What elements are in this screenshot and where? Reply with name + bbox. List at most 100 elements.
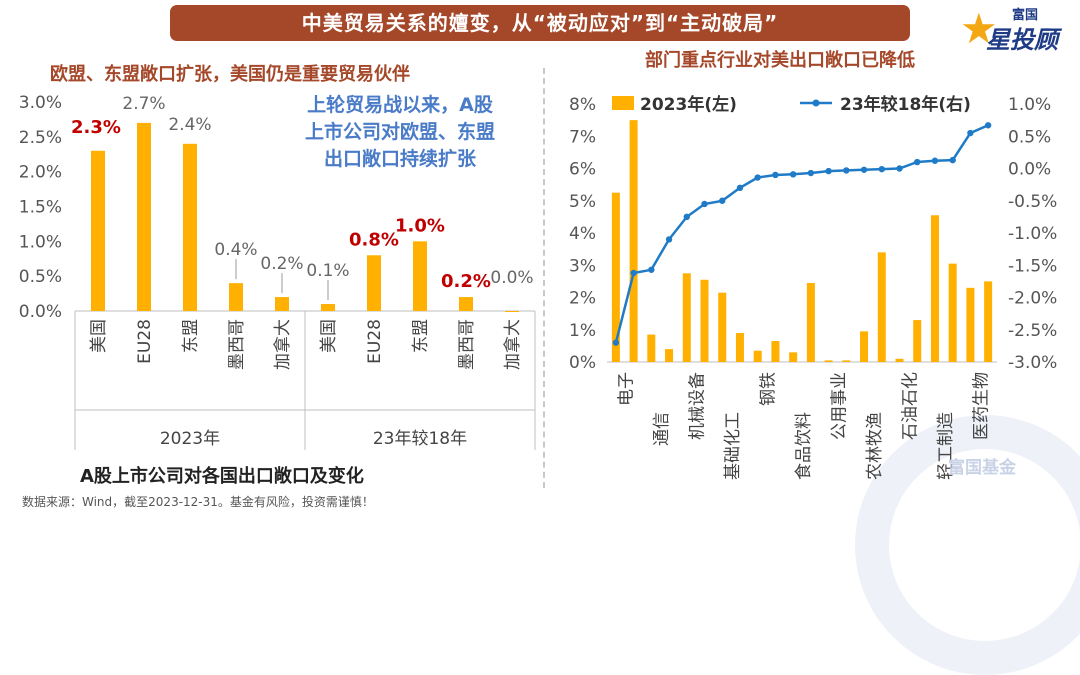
right-bar <box>629 120 638 362</box>
left-y-tick: 2.0% <box>19 163 62 183</box>
right-y-right-tick: -2.5% <box>1008 321 1057 341</box>
right-line-point <box>665 236 673 243</box>
right-bar <box>930 215 939 362</box>
logo-big-text: 星投顾 <box>986 26 1058 54</box>
left-y-tick: 3.0% <box>19 93 62 113</box>
right-category-label: 基础化工 <box>723 412 743 480</box>
right-line-point <box>719 197 726 204</box>
right-line-point <box>984 122 992 129</box>
right-line-point <box>648 266 655 273</box>
right-y-left-tick: 5% <box>569 192 596 212</box>
right-line-point <box>967 129 974 137</box>
left-data-label: 0.2% <box>260 254 303 274</box>
right-bar <box>700 279 709 362</box>
right-category-label: 食品饮料 <box>794 412 814 480</box>
left-group-label: 23年较18年 <box>373 429 467 449</box>
right-bar <box>647 334 656 362</box>
right-bar <box>789 352 798 362</box>
left-bar <box>137 122 151 312</box>
right-bar <box>966 287 975 362</box>
left-category-label: 墨西哥 <box>227 319 247 370</box>
right-y-left-tick: 2% <box>569 289 596 309</box>
legend-bar-swatch <box>612 96 634 110</box>
left-y-tick: 0.5% <box>19 267 62 287</box>
left-chart-caption: A股上市公司对各国出口敞口及变化 <box>80 466 364 487</box>
right-y-left-tick: 3% <box>569 256 596 276</box>
left-data-label: 0.8% <box>349 229 399 250</box>
right-y-left-tick: 7% <box>569 127 596 147</box>
note-line: 上市公司对欧盟、东盟 <box>304 121 495 143</box>
right-bar <box>665 349 674 362</box>
right-y-right-tick: -1.0% <box>1008 224 1057 244</box>
page-banner: 中美贸易关系的嬗变，从“被动应对”到“主动破局” <box>170 5 910 41</box>
right-y-left-tick: 1% <box>569 321 596 341</box>
right-y-right-tick: -2.0% <box>1008 289 1057 309</box>
left-bar <box>229 283 243 311</box>
right-category-label: 农林牧渔 <box>865 412 885 480</box>
left-category-label: 东盟 <box>181 319 201 353</box>
right-bar <box>842 360 851 362</box>
left-category-label: 加拿大 <box>272 319 293 370</box>
right-bar <box>895 358 904 362</box>
right-bar <box>611 192 620 362</box>
right-line-point <box>772 171 779 179</box>
left-category-label: 加拿大 <box>502 319 523 370</box>
left-category-label: 墨西哥 <box>457 319 477 370</box>
left-category-label: 美国 <box>319 319 339 353</box>
right-chart-title: 部门重点行业对美出口敞口已降低 <box>645 50 915 71</box>
right-y-left-tick: 6% <box>569 160 596 180</box>
annotation-note: 上轮贸易战以来，A股 上市公司对欧盟、东盟 出口敞口持续扩张 <box>250 92 550 173</box>
right-y-right-tick: -3.0% <box>1008 353 1057 373</box>
left-category-label: 美国 <box>89 319 109 353</box>
right-category-label: 通信 <box>652 412 672 446</box>
right-line-point <box>701 200 708 208</box>
right-bar <box>682 273 691 362</box>
left-data-label: 0.0% <box>490 268 533 288</box>
right-y-left-tick: 4% <box>569 224 596 244</box>
right-line-point <box>754 174 761 181</box>
left-data-label: 0.2% <box>441 271 491 292</box>
brand-logo: ★ 富国 星投顾 <box>952 2 1072 62</box>
watermark-text: 富国基金 <box>948 458 1016 478</box>
left-data-label: 2.4% <box>168 115 211 135</box>
legend-line-marker <box>812 99 820 107</box>
left-data-label: 1.0% <box>395 215 445 236</box>
left-group-label: 2023年 <box>160 429 220 449</box>
left-bar <box>505 311 519 312</box>
right-y-right-tick: 0.0% <box>1008 160 1051 180</box>
right-y-right-tick: -0.5% <box>1008 192 1057 212</box>
right-category-label: 石油石化 <box>900 372 920 440</box>
legend-bar-label: 2023年(左) <box>640 94 737 115</box>
right-line-point <box>807 169 815 177</box>
left-bar <box>275 297 289 311</box>
left-data-label: 0.4% <box>214 240 257 260</box>
right-line-point <box>612 339 620 346</box>
right-line-point <box>931 157 939 164</box>
left-data-label: 2.7% <box>122 94 165 114</box>
note-line: 上轮贸易战以来，A股 <box>307 94 493 116</box>
right-line-point <box>949 156 956 164</box>
right-y-left-tick: 0% <box>569 353 596 373</box>
right-category-label: 电子 <box>617 372 637 406</box>
right-line-point <box>736 184 744 192</box>
logo-small-text: 富国 <box>1012 8 1039 23</box>
left-bar <box>183 143 197 311</box>
left-y-tick: 0.0% <box>19 302 62 322</box>
right-bar <box>948 263 957 362</box>
right-category-label: 医药生物 <box>971 372 991 440</box>
right-line-point <box>683 213 690 221</box>
right-line-point <box>914 158 921 166</box>
right-bar <box>806 282 815 362</box>
right-line-point <box>789 171 797 178</box>
right-line-point <box>825 167 832 175</box>
right-bar <box>771 341 780 362</box>
left-chart-title: 欧盟、东盟敞口扩张，美国仍是重要贸易伙伴 <box>50 64 410 85</box>
chart-canvas: 0.0% 0.5% 1.0% 1.5% 2.0% 2.5% 3.0% 2.3% 美国 2.7% EU… <box>19 93 1058 480</box>
right-bar <box>753 350 762 362</box>
right-line-point <box>860 166 868 173</box>
right-y-right-tick: 1.0% <box>1008 95 1051 115</box>
left-category-label: EU28 <box>365 319 385 364</box>
left-y-tick: 1.5% <box>19 198 62 218</box>
source-note: 数据来源：Wind，截至2023-12-31。基金有风险，投资需谨慎！ <box>22 495 374 509</box>
left-bar <box>367 255 381 311</box>
